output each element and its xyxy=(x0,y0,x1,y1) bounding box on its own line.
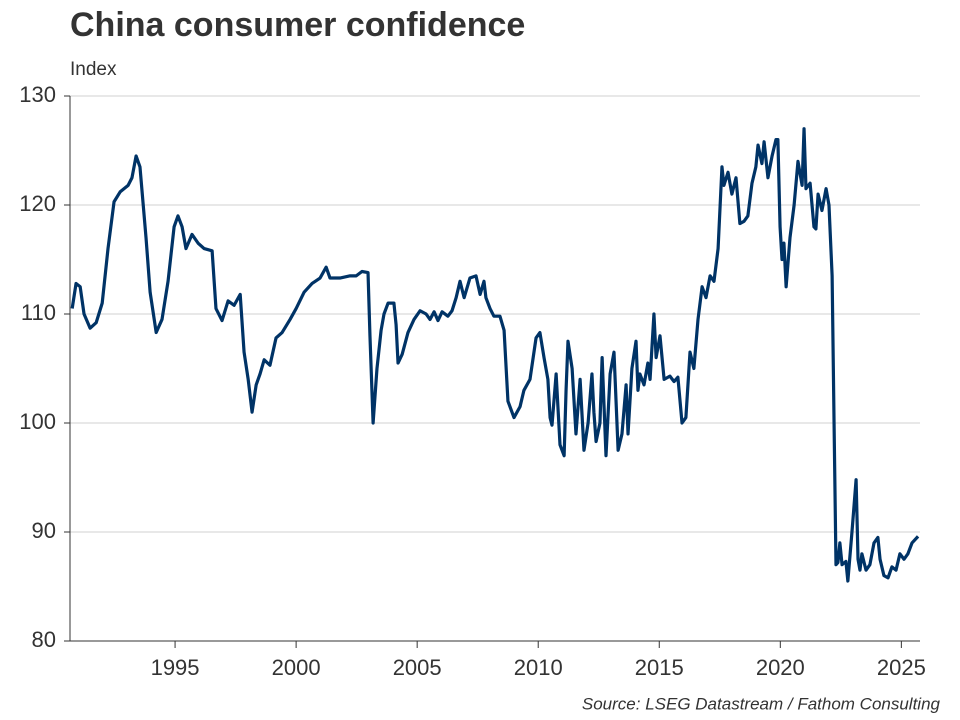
source-note: Source: LSEG Datastream / Fathom Consult… xyxy=(582,694,941,713)
x-tick-label: 2015 xyxy=(635,655,684,680)
y-tick-label: 110 xyxy=(21,300,56,325)
x-tick-label: 2010 xyxy=(514,655,563,680)
chart-title: China consumer confidence xyxy=(70,6,525,44)
y-tick-label: 130 xyxy=(19,82,56,107)
y-tick-label: 90 xyxy=(32,518,56,543)
data-line xyxy=(70,127,920,583)
y-tick-label: 100 xyxy=(19,409,56,434)
x-tick-label: 2000 xyxy=(272,655,321,680)
x-tick-label: 1995 xyxy=(151,655,200,680)
x-tick-label: 2005 xyxy=(393,655,442,680)
y-tick-label: 80 xyxy=(32,627,56,652)
x-tick-label: 2020 xyxy=(756,655,805,680)
y-axis-unit: Index xyxy=(70,59,117,80)
y-tick-label: 120 xyxy=(19,191,56,216)
x-tick-label: 2025 xyxy=(877,655,926,680)
